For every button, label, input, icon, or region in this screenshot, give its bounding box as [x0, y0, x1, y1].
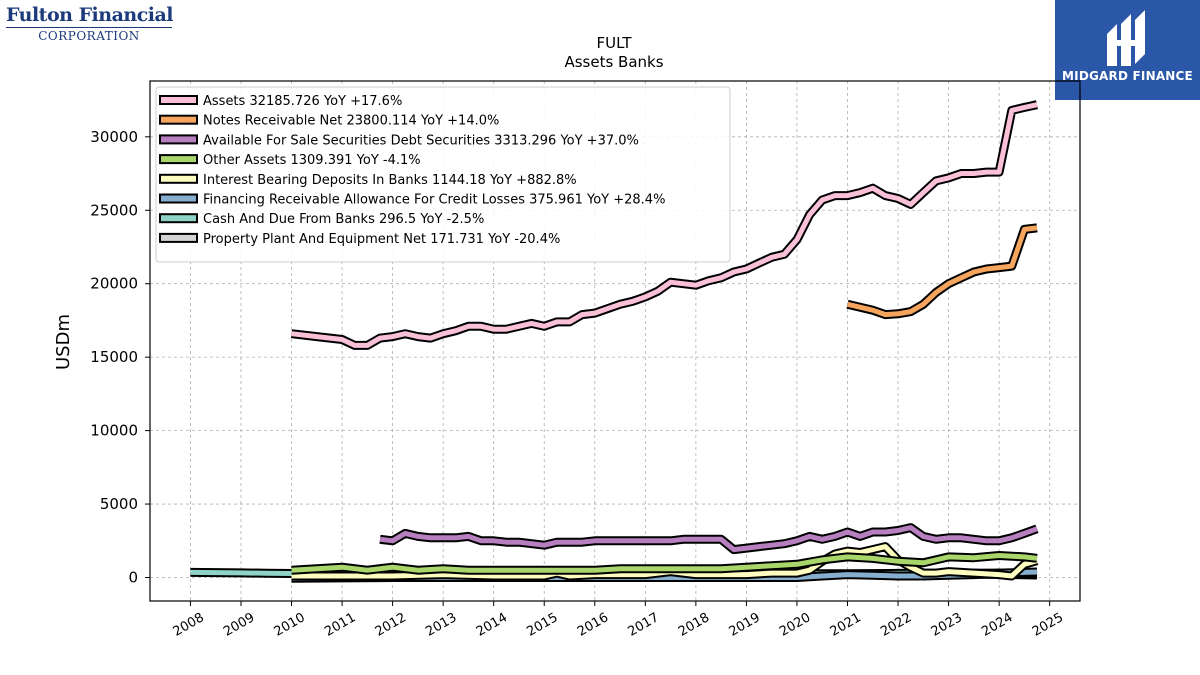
legend-swatch [159, 154, 198, 165]
x-tick-label: 2011 [322, 610, 358, 640]
legend-entry: Assets 32185.726 YoY +17.6% [159, 94, 402, 109]
y-tick-label: 25000 [90, 201, 138, 219]
logo-left-rule [6, 27, 172, 28]
logo-right-name: MIDGARD FINANCE [1062, 69, 1193, 83]
x-tick-label: 2021 [828, 610, 864, 640]
x-tick-label: 2008 [171, 610, 207, 640]
legend-entry: Other Assets 1309.391 YoY -4.1% [159, 153, 421, 168]
chart-title: FULT [596, 34, 632, 52]
x-tick-label: 2016 [575, 610, 611, 640]
x-tick-label: 2019 [727, 610, 763, 640]
legend-entry: Cash And Due From Banks 296.5 YoY -2.5% [159, 212, 484, 227]
series-line [291, 553, 1038, 573]
series-outline [846, 223, 1038, 320]
series-lines [190, 100, 1039, 583]
y-tick-label: 0 [128, 568, 138, 586]
midgard-finance-logo: MIDGARD FINANCE [1055, 0, 1200, 100]
legend-swatch [159, 213, 198, 224]
plot-frame [149, 80, 1081, 602]
series-other-assets [291, 551, 1038, 575]
logo-left-line2: CORPORATION [38, 29, 140, 43]
legend-label: Interest Bearing Deposits In Banks 1144.… [203, 173, 577, 188]
legend-swatch [159, 95, 198, 105]
x-tick-label: 2017 [625, 610, 661, 640]
chart-subtitle: Assets Banks [564, 53, 663, 71]
x-tick-label: 2012 [373, 610, 409, 640]
x-tick-label: 2025 [1030, 610, 1066, 640]
legend-label: Available For Sale Securities Debt Secur… [203, 133, 639, 148]
legend-swatch [159, 114, 198, 125]
legend-label: Assets 32185.726 YoY +17.6% [203, 94, 402, 109]
series-line [291, 102, 1038, 348]
legend-swatch [159, 134, 198, 145]
legend-swatch [159, 193, 198, 204]
x-tick-label: 2018 [676, 610, 712, 640]
legend-entry: Financing Receivable Allowance For Credi… [159, 193, 665, 208]
legend-label: Other Assets 1309.391 YoY -4.1% [203, 153, 421, 168]
y-tick-label: 20000 [90, 275, 138, 293]
series-assets [290, 100, 1038, 350]
y-tick-label: 5000 [100, 495, 138, 513]
legend-box [155, 86, 731, 263]
legend-entry: Interest Bearing Deposits In Banks 1144.… [159, 173, 577, 188]
x-tick-label: 2009 [221, 610, 257, 640]
series-line [846, 225, 1038, 318]
x-tick-label: 2020 [777, 610, 813, 640]
x-tick-label: 2013 [423, 610, 459, 640]
legend-label: Property Plant And Equipment Net 171.731… [203, 232, 560, 247]
x-tick-label: 2010 [272, 610, 308, 640]
logo-left-line1: Fulton Financial [6, 4, 174, 26]
legend-swatch [159, 232, 198, 243]
fulton-financial-logo: Fulton Financial CORPORATION [6, 4, 176, 48]
legend-entry: Notes Receivable Net 23800.114 YoY +14.0… [159, 114, 499, 129]
y-tick-label: 15000 [90, 348, 138, 366]
x-tick-label: 2022 [878, 610, 914, 640]
y-axis-label: USDm [53, 314, 74, 370]
legend-entry: Property Plant And Equipment Net 171.731… [159, 232, 560, 247]
series-available-for-sale-securities-debt-securities [379, 523, 1039, 555]
x-tick-label: 2015 [524, 610, 560, 640]
legend-label: Notes Receivable Net 23800.114 YoY +14.0… [203, 114, 499, 129]
legend-entry: Available For Sale Securities Debt Secur… [159, 133, 639, 148]
midgard-emblem-icon [1107, 10, 1145, 66]
y-tick-label: 10000 [90, 422, 138, 440]
series-line [379, 525, 1038, 553]
x-tick-label: 2014 [474, 610, 510, 640]
x-tick-label: 2023 [929, 610, 965, 640]
y-tick-label: 30000 [90, 128, 138, 146]
x-tick-label: 2024 [979, 610, 1015, 640]
series-notes-receivable-net [846, 223, 1038, 320]
legend-swatch [159, 173, 198, 184]
legend-label: Cash And Due From Banks 296.5 YoY -2.5% [203, 212, 484, 227]
legend-label: Financing Receivable Allowance For Credi… [203, 193, 665, 208]
chart-legend: Assets 32185.726 YoY +17.6% Notes Receiva… [155, 86, 731, 263]
